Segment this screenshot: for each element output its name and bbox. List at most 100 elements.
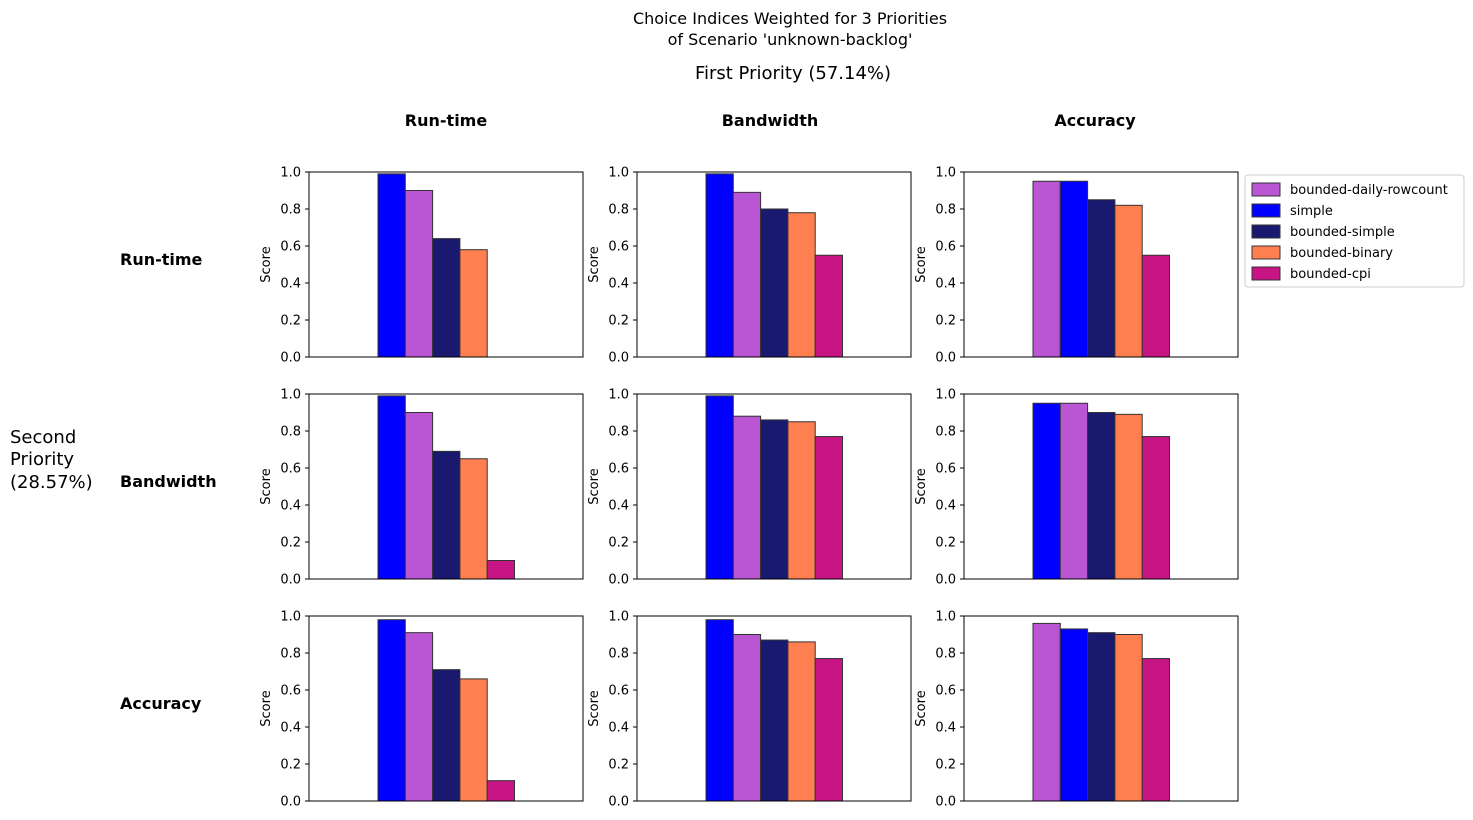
y-tick-label-r-run-time-c-run-time-5: 1.0 xyxy=(280,166,301,181)
bar-r-bandwidth-c-accuracy-bounded-binary xyxy=(1114,413,1143,580)
legend-label-bounded-binary: bounded-binary xyxy=(1290,246,1393,261)
bar-r-accuracy-c-accuracy-bounded-daily-rowcount xyxy=(1032,622,1061,802)
legend: bounded-daily-rowcount simple bounded-simp… xyxy=(1244,174,1465,288)
y-tick-label-r-accuracy-c-bandwidth-0: 0.0 xyxy=(608,795,629,810)
bar-r-accuracy-c-run-time-bounded-binary xyxy=(459,678,488,802)
subplot-grid: 0.0 0.2 0.4 0.6 0.8 1.0 Score 0.0 0.2 0.4 0.6 0.8 1.… xyxy=(259,166,1239,810)
bar-r-run-time-c-accuracy-bounded-simple xyxy=(1087,199,1116,358)
bar-r-accuracy-c-accuracy-bounded-binary xyxy=(1114,634,1143,802)
y-axis-label-r-bandwidth-c-bandwidth: Score xyxy=(587,468,602,504)
y-tick-label-r-accuracy-c-accuracy-3: 0.6 xyxy=(935,684,956,699)
bar-r-bandwidth-c-accuracy-simple xyxy=(1032,402,1061,580)
y-tick-label-r-accuracy-c-accuracy-5: 1.0 xyxy=(935,610,956,625)
bar-r-run-time-c-accuracy-simple xyxy=(1059,180,1089,358)
legend-swatch-bounded-cpi xyxy=(1251,266,1281,281)
y-tick-label-r-bandwidth-c-accuracy-1: 0.2 xyxy=(935,536,956,551)
bar-r-bandwidth-c-bandwidth-simple xyxy=(705,395,734,580)
legend-label-bounded-cpi: bounded-cpi xyxy=(1290,267,1371,282)
subplot-r-bandwidth-c-accuracy: 0.0 0.2 0.4 0.6 0.8 1.0 Score xyxy=(914,388,1239,588)
bar-r-accuracy-c-bandwidth-bounded-cpi xyxy=(814,658,844,802)
bar-r-run-time-c-bandwidth-bounded-binary xyxy=(787,212,816,358)
y-axis-label-r-accuracy-c-bandwidth: Score xyxy=(587,690,602,726)
subplot-r-accuracy-c-accuracy: 0.0 0.2 0.4 0.6 0.8 1.0 Score xyxy=(914,610,1239,810)
y-tick-label-r-accuracy-c-accuracy-0: 0.0 xyxy=(935,795,956,810)
axes-frame-r-run-time-c-run-time xyxy=(308,171,584,358)
legend-swatch-bounded-binary xyxy=(1251,245,1281,260)
y-tick-label-r-run-time-c-run-time-4: 0.8 xyxy=(280,203,301,218)
y-tick-label-r-run-time-c-bandwidth-4: 0.8 xyxy=(608,203,629,218)
y-tick-label-r-accuracy-c-run-time-4: 0.8 xyxy=(280,647,301,662)
y-axis-label-r-run-time-c-run-time: Score xyxy=(259,246,274,282)
y-tick-label-r-bandwidth-c-bandwidth-3: 0.6 xyxy=(608,462,629,477)
y-axis-label-r-bandwidth-c-accuracy: Score xyxy=(914,468,929,504)
bar-r-bandwidth-c-bandwidth-bounded-cpi xyxy=(814,436,844,580)
subplot-r-run-time-c-accuracy: 0.0 0.2 0.4 0.6 0.8 1.0 Score xyxy=(914,166,1239,366)
axes-frame-r-bandwidth-c-run-time xyxy=(308,393,584,580)
bar-r-bandwidth-c-bandwidth-bounded-simple xyxy=(760,419,789,580)
y-tick-label-r-accuracy-c-run-time-1: 0.2 xyxy=(280,758,301,773)
legend-label-bounded-daily-rowcount: bounded-daily-rowcount xyxy=(1290,183,1448,198)
y-axis-label-r-bandwidth-c-run-time: Score xyxy=(259,468,274,504)
y-tick-label-r-run-time-c-accuracy-5: 1.0 xyxy=(935,166,956,181)
bar-r-bandwidth-c-run-time-simple xyxy=(377,395,406,580)
y-tick-label-r-bandwidth-c-bandwidth-0: 0.0 xyxy=(608,573,629,588)
axes-frame-r-bandwidth-c-bandwidth xyxy=(636,393,912,580)
bar-r-bandwidth-c-bandwidth-bounded-binary xyxy=(787,421,816,580)
bar-r-accuracy-c-bandwidth-simple xyxy=(705,619,734,802)
y-tick-label-r-accuracy-c-run-time-5: 1.0 xyxy=(280,610,301,625)
bar-r-run-time-c-accuracy-bounded-binary xyxy=(1114,204,1143,358)
bar-r-accuracy-c-run-time-bounded-cpi xyxy=(486,780,516,802)
bar-r-run-time-c-accuracy-bounded-cpi xyxy=(1141,254,1170,358)
bar-r-run-time-c-bandwidth-simple xyxy=(705,173,734,358)
bar-r-accuracy-c-accuracy-simple xyxy=(1059,628,1089,802)
y-tick-label-r-bandwidth-c-run-time-5: 1.0 xyxy=(280,388,301,403)
bar-r-run-time-c-accuracy-bounded-daily-rowcount xyxy=(1032,180,1061,358)
bar-r-accuracy-c-accuracy-bounded-simple xyxy=(1087,632,1116,802)
y-axis-label-r-accuracy-c-accuracy: Score xyxy=(914,690,929,726)
y-tick-label-r-accuracy-c-run-time-2: 0.4 xyxy=(280,721,301,736)
subplot-r-run-time-c-run-time: 0.0 0.2 0.4 0.6 0.8 1.0 Score xyxy=(259,166,584,366)
y-tick-label-r-bandwidth-c-bandwidth-4: 0.8 xyxy=(608,425,629,440)
bar-r-accuracy-c-run-time-bounded-simple xyxy=(432,669,461,802)
legend-swatch-bounded-simple xyxy=(1251,224,1281,239)
y-tick-label-r-accuracy-c-run-time-3: 0.6 xyxy=(280,684,301,699)
y-tick-label-r-run-time-c-bandwidth-2: 0.4 xyxy=(608,277,629,292)
y-tick-label-r-run-time-c-accuracy-4: 0.8 xyxy=(935,203,956,218)
bar-r-run-time-c-bandwidth-bounded-simple xyxy=(760,208,789,358)
axes-frame-r-accuracy-c-bandwidth xyxy=(636,615,912,802)
y-tick-label-r-accuracy-c-bandwidth-1: 0.2 xyxy=(608,758,629,773)
y-tick-label-r-run-time-c-bandwidth-0: 0.0 xyxy=(608,351,629,366)
first-priority-label: First Priority (57.14%) xyxy=(695,63,891,84)
legend-swatch-simple xyxy=(1251,203,1281,218)
bar-r-bandwidth-c-run-time-bounded-daily-rowcount xyxy=(404,412,434,580)
bar-r-accuracy-c-accuracy-bounded-cpi xyxy=(1141,658,1170,802)
subplot-r-accuracy-c-bandwidth: 0.0 0.2 0.4 0.6 0.8 1.0 Score xyxy=(587,610,912,810)
bar-r-bandwidth-c-accuracy-bounded-simple xyxy=(1087,412,1116,580)
y-tick-label-r-bandwidth-c-run-time-0: 0.0 xyxy=(280,573,301,588)
y-tick-label-r-run-time-c-run-time-2: 0.4 xyxy=(280,277,301,292)
y-tick-label-r-accuracy-c-accuracy-1: 0.2 xyxy=(935,758,956,773)
second-priority-line-1: Second xyxy=(10,427,76,448)
bar-r-run-time-c-run-time-bounded-binary xyxy=(459,249,488,358)
legend-label-simple: simple xyxy=(1290,204,1333,219)
legend-swatch-bounded-daily-rowcount xyxy=(1251,182,1281,197)
y-tick-label-r-run-time-c-accuracy-1: 0.2 xyxy=(935,314,956,329)
second-priority-line-3: (28.57%) xyxy=(10,472,93,493)
bar-r-bandwidth-c-run-time-bounded-binary xyxy=(459,458,488,580)
bar-r-run-time-c-run-time-simple xyxy=(377,173,406,358)
row-header-bandwidth: Bandwidth xyxy=(120,472,217,491)
y-tick-label-r-run-time-c-accuracy-0: 0.0 xyxy=(935,351,956,366)
row-header-run-time: Run-time xyxy=(120,250,203,269)
bar-r-bandwidth-c-run-time-bounded-simple xyxy=(432,450,461,580)
chart-title-line-1: Choice Indices Weighted for 3 Priorities xyxy=(633,9,947,28)
y-tick-label-r-accuracy-c-bandwidth-2: 0.4 xyxy=(608,721,629,736)
y-tick-label-r-bandwidth-c-bandwidth-2: 0.4 xyxy=(608,499,629,514)
y-tick-label-r-bandwidth-c-run-time-2: 0.4 xyxy=(280,499,301,514)
axes-frame-r-bandwidth-c-accuracy xyxy=(963,393,1239,580)
y-tick-label-r-bandwidth-c-bandwidth-5: 1.0 xyxy=(608,388,629,403)
y-tick-label-r-run-time-c-bandwidth-5: 1.0 xyxy=(608,166,629,181)
subplot-r-bandwidth-c-run-time: 0.0 0.2 0.4 0.6 0.8 1.0 Score xyxy=(259,388,584,588)
column-header-accuracy: Accuracy xyxy=(1054,111,1136,130)
axes-frame-r-run-time-c-accuracy xyxy=(963,171,1239,358)
